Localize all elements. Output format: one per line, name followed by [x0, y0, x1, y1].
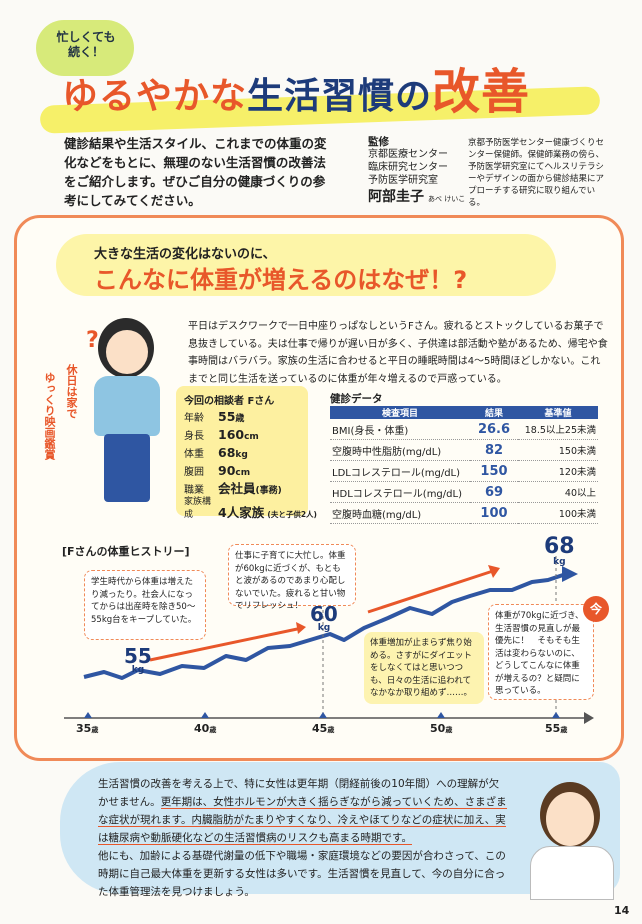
weight-label-60: 60 kg [310, 602, 338, 633]
woman-illustration-legs [104, 434, 150, 502]
history-title: [Fさんの体重ヒストリー] [62, 545, 190, 558]
age-label: 45歳 [312, 722, 335, 735]
profile-row: 年齢 55歳 [184, 409, 245, 424]
item-cell: 空腹時中性脂肪(mg/dL) [330, 439, 470, 461]
profile-row: 腹囲 90cm [184, 463, 251, 478]
standard-cell: 120未満 [518, 460, 598, 482]
column-header: 検査項目 [330, 406, 470, 419]
result-cell: 100 [470, 502, 518, 524]
table-row: HDLコレステロール(mg/dL) 69 40以上 [330, 481, 598, 503]
result-cell: 69 [470, 481, 518, 503]
standard-cell: 100未満 [518, 502, 598, 524]
item-cell: BMI(身長・体重) [330, 419, 470, 440]
profile-row: 家族構成 4人家族 (夫と子供2人) [184, 497, 317, 520]
table-row: BMI(身長・体重) 26.6 18.5以上25未満 [330, 419, 598, 440]
age-label: 55歳 [545, 722, 568, 735]
history-note-now: 体重が70kgに近づき、生活習慣の見直しが最優先に！ そもそも生活は変わらないの… [488, 604, 594, 700]
trend-arrow-head [296, 622, 306, 634]
checkup-header-row: 検査項目 結果 基準値 [330, 406, 598, 419]
subtitle-bubble-text: 忙しくても 続く！ [56, 30, 116, 59]
weight-history-graph [64, 556, 594, 724]
subtitle-bubble [36, 20, 134, 76]
advice-text: 生活習慣の改善を考える上で、特に女性は更年期（閉経前後の10年間）への理解が欠か… [98, 778, 507, 898]
now-badge: 今 [583, 596, 609, 622]
checkup-table: 検査項目 結果 基準値 BMI(身長・体重) 26.6 18.5以上25未満 空腹時… [330, 406, 598, 524]
age-tick [319, 712, 327, 718]
page-number: 14 [614, 904, 630, 917]
checkup-title: 健診データ [330, 393, 383, 405]
age-label: 50歳 [430, 722, 453, 735]
supervisor-affiliation: 京都医療センター 臨床研究センター 予防医学研究室 [368, 149, 448, 186]
history-note-busy: 仕事に子育てに大忙し。体重が60kgに近づくが、もともと波があるのであまり心配し… [228, 544, 356, 611]
supervisor-description: 京都予防医学センター健康づくりセンター保健師。保健師業務の傍ら、予防医学研究室に… [468, 138, 605, 208]
age-axis-arrow [584, 712, 594, 724]
standard-cell: 18.5以上25未満 [518, 419, 598, 440]
weight-line-arrowhead [562, 566, 578, 582]
woman-illustration-body [94, 376, 160, 436]
result-cell: 150 [470, 460, 518, 482]
item-cell: LDLコレステロール(mg/dL) [330, 460, 470, 482]
weight-label-68: 68 kg [544, 534, 575, 567]
woman-note-line1: 休日は家で [65, 364, 78, 419]
case-description: 平日はデスクワークで一日中座りっぱなしというFさん。疲れるとストックしているお菓… [188, 321, 608, 385]
table-row: LDLコレステロール(mg/dL) 150 120未満 [330, 460, 598, 482]
trend-arrow [149, 626, 303, 662]
age-tick [84, 712, 92, 718]
advisor-illustration-face [546, 792, 594, 846]
weight-line [83, 572, 567, 680]
history-note-gaining: 体重増加が止まらず焦り始める。さすがにダイエットをしなくてはと思いつつも、日々の… [364, 632, 484, 704]
woman-illustration-face [106, 330, 148, 374]
profile-card [176, 386, 308, 516]
woman-note-line2: ゆっくり映画鑑賞 [43, 372, 56, 460]
standard-cell: 150未満 [518, 439, 598, 461]
question-small: 大きな生活の変化はないのに、 [94, 247, 276, 262]
table-row: 空腹時血糖(mg/dL) 100 100未満 [330, 502, 598, 524]
column-header: 結果 [470, 406, 518, 419]
age-tick [201, 712, 209, 718]
item-cell: 空腹時血糖(mg/dL) [330, 502, 470, 524]
profile-row: 身長 160cm [184, 427, 259, 442]
age-label: 40歳 [194, 722, 217, 735]
supervisor-label: 監修 [368, 136, 389, 148]
age-label: 35歳 [76, 722, 99, 735]
advisor-illustration-body [530, 846, 614, 900]
trend-arrow-head [488, 565, 500, 578]
column-header: 基準値 [518, 406, 598, 419]
advice-panel [60, 762, 620, 894]
item-cell: HDLコレステロール(mg/dL) [330, 481, 470, 503]
supervisor-name: 阿部圭子 あべ けいこ [368, 189, 466, 205]
age-tick [552, 712, 560, 718]
page-title: ゆるやかな生活習慣の改善 [62, 64, 531, 120]
intro-text: 健診結果や生活スタイル、これまでの体重の変化などをもとに、無理のない生活習慣の改… [64, 136, 327, 208]
age-tick [437, 712, 445, 718]
table-row: 空腹時中性脂肪(mg/dL) 82 150未満 [330, 439, 598, 461]
profile-row: 体重 68kg [184, 445, 248, 460]
standard-cell: 40以上 [518, 481, 598, 503]
question-banner [56, 234, 556, 296]
profile-row: 職業 会社員(事務) [184, 481, 282, 496]
result-cell: 26.6 [470, 419, 518, 440]
history-note-student: 学生時代から体重は増えたり減ったり。社会人になってからは出産時を除き50～55k… [84, 570, 206, 640]
question-mark-icon: ? [86, 328, 99, 353]
result-cell: 82 [470, 439, 518, 461]
profile-title: 今回の相談者 Fさん [184, 396, 275, 407]
trend-arrow [367, 568, 497, 614]
weight-label-55: 55 kg [124, 644, 152, 675]
question-big: こんなに体重が増えるのはなぜ！? [94, 266, 468, 294]
